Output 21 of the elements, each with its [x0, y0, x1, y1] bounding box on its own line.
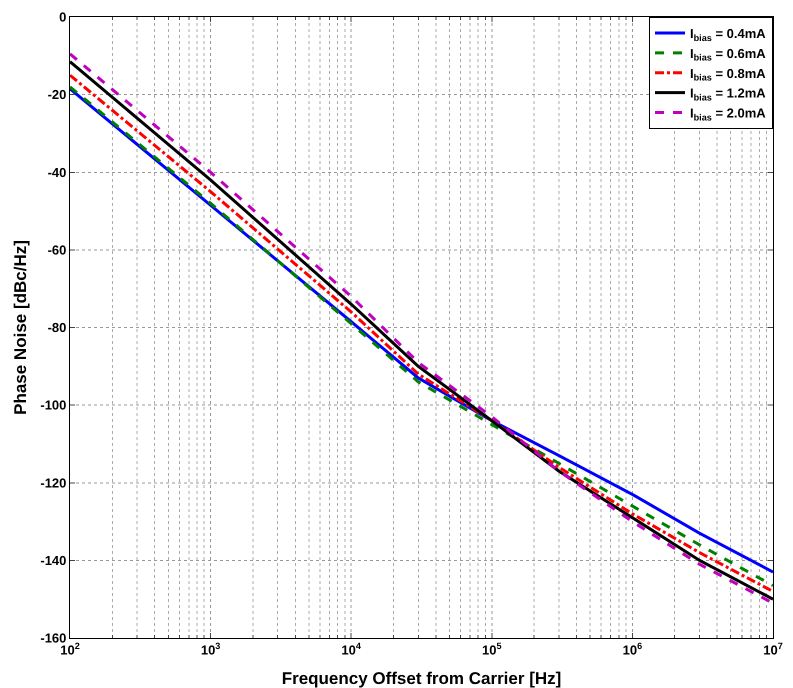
y-tick-label: -80 — [48, 320, 66, 336]
x-tick-label: 10$^{4}$ — [341, 641, 362, 658]
y-tick-label: -100 — [40, 398, 66, 413]
y-tick-label: 0 — [59, 10, 66, 25]
legend-label: I$_{bias}$ = 0.8mA — [690, 66, 766, 83]
y-tick-label: -120 — [40, 475, 66, 490]
x-tick-label: 10$^{7}$ — [763, 641, 783, 658]
x-tick-label: 10$^{3}$ — [200, 641, 220, 658]
y-tick-label: -20 — [48, 87, 66, 102]
y-tick-label: -60 — [48, 242, 66, 258]
legend-label: I$_{bias}$ = 0.6mA — [690, 46, 766, 63]
y-tick-label: -160 — [40, 630, 66, 646]
x-tick-label: 10$^{5}$ — [482, 641, 502, 658]
y-tick-label: -140 — [40, 552, 66, 568]
y-axis-title: Phase Noise [dBc/Hz] — [11, 240, 30, 415]
x-axis-title: Frequency Offset from Carrier [Hz] — [282, 669, 562, 688]
legend-label: I$_{bias}$ = 2.0mA — [690, 106, 766, 122]
x-tick-label: 10$^{6}$ — [622, 641, 642, 658]
legend-label: I$_{bias}$ = 0.4mA — [690, 26, 766, 43]
legend-label: I$_{bias}$ = 1.2mA — [690, 86, 766, 102]
y-tick-label: -40 — [48, 164, 66, 180]
